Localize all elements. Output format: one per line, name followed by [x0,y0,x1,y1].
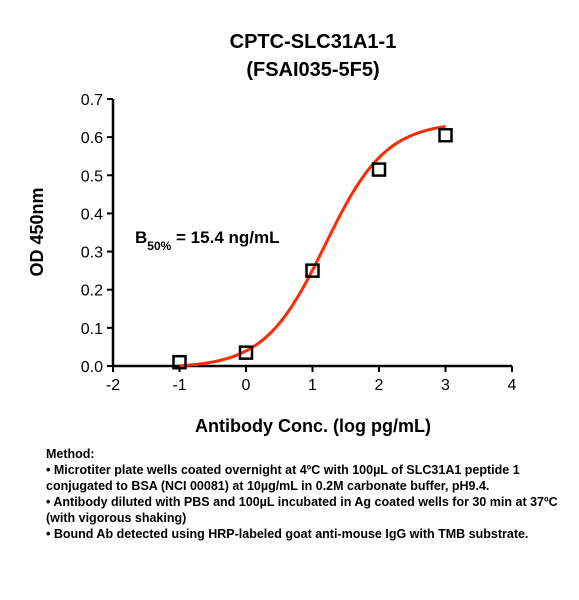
y-axis-title: OD 450nm [27,187,47,276]
methods-block: Method: • Microtiter plate wells coated … [46,446,561,542]
data-point [238,345,254,360]
methods-line: • Microtiter plate wells coated overnigh… [46,463,520,493]
y-tick-label: 0.5 [81,168,103,185]
methods-line: • Antibody diluted with PBS and 100µL in… [46,495,558,525]
methods-heading: Method: [46,447,95,461]
b50-subscript: 50% [147,239,171,253]
y-tick-label: 0.1 [81,321,103,338]
x-tick-label: -2 [106,377,120,394]
methods-line: • Bound Ab detected using HRP-labeled go… [46,527,529,541]
data-point [371,162,387,177]
data-points [172,127,453,370]
data-point [305,263,320,278]
y-tick-label: 0.3 [81,245,103,262]
x-axis-title: Antibody Conc. (log pg/mL) [195,416,431,436]
y-tick-label: 0.2 [81,283,103,300]
chart-title: CPTC-SLC31A1-1 [230,31,397,53]
y-axis: 0.0 0.1 0.2 0.3 0.4 0.5 0.6 0.7 [81,92,115,376]
chart: CPTC-SLC31A1-1 (FSAI035-5F5) 0.00.10.20.… [27,31,517,436]
y-tick-label: 0.0 [81,359,103,376]
x-axis: -2 -1 0 1 2 3 4 [106,364,517,394]
data-point [172,354,187,370]
b50-main: B [135,228,147,247]
chart-subtitle: (FSAI035-5F5) [246,59,379,81]
fit-curve [179,125,446,368]
y-tick-label: 0.6 [81,130,103,147]
b50-value: = 15.4 ng/mL [171,228,279,247]
x-tick-label: -1 [172,377,186,394]
x-tick-label: 3 [441,377,450,394]
y-tick-label: 0.7 [81,92,103,109]
x-tick-label: 4 [508,377,517,394]
x-tick-label: 2 [375,377,384,394]
data-point [438,127,453,143]
b50-annotation: B50% = 15.4 ng/mL [135,228,280,253]
x-tick-label: 0 [242,377,251,394]
x-tick-label: 1 [308,377,317,394]
y-tick-label: 0.4 [81,206,103,223]
